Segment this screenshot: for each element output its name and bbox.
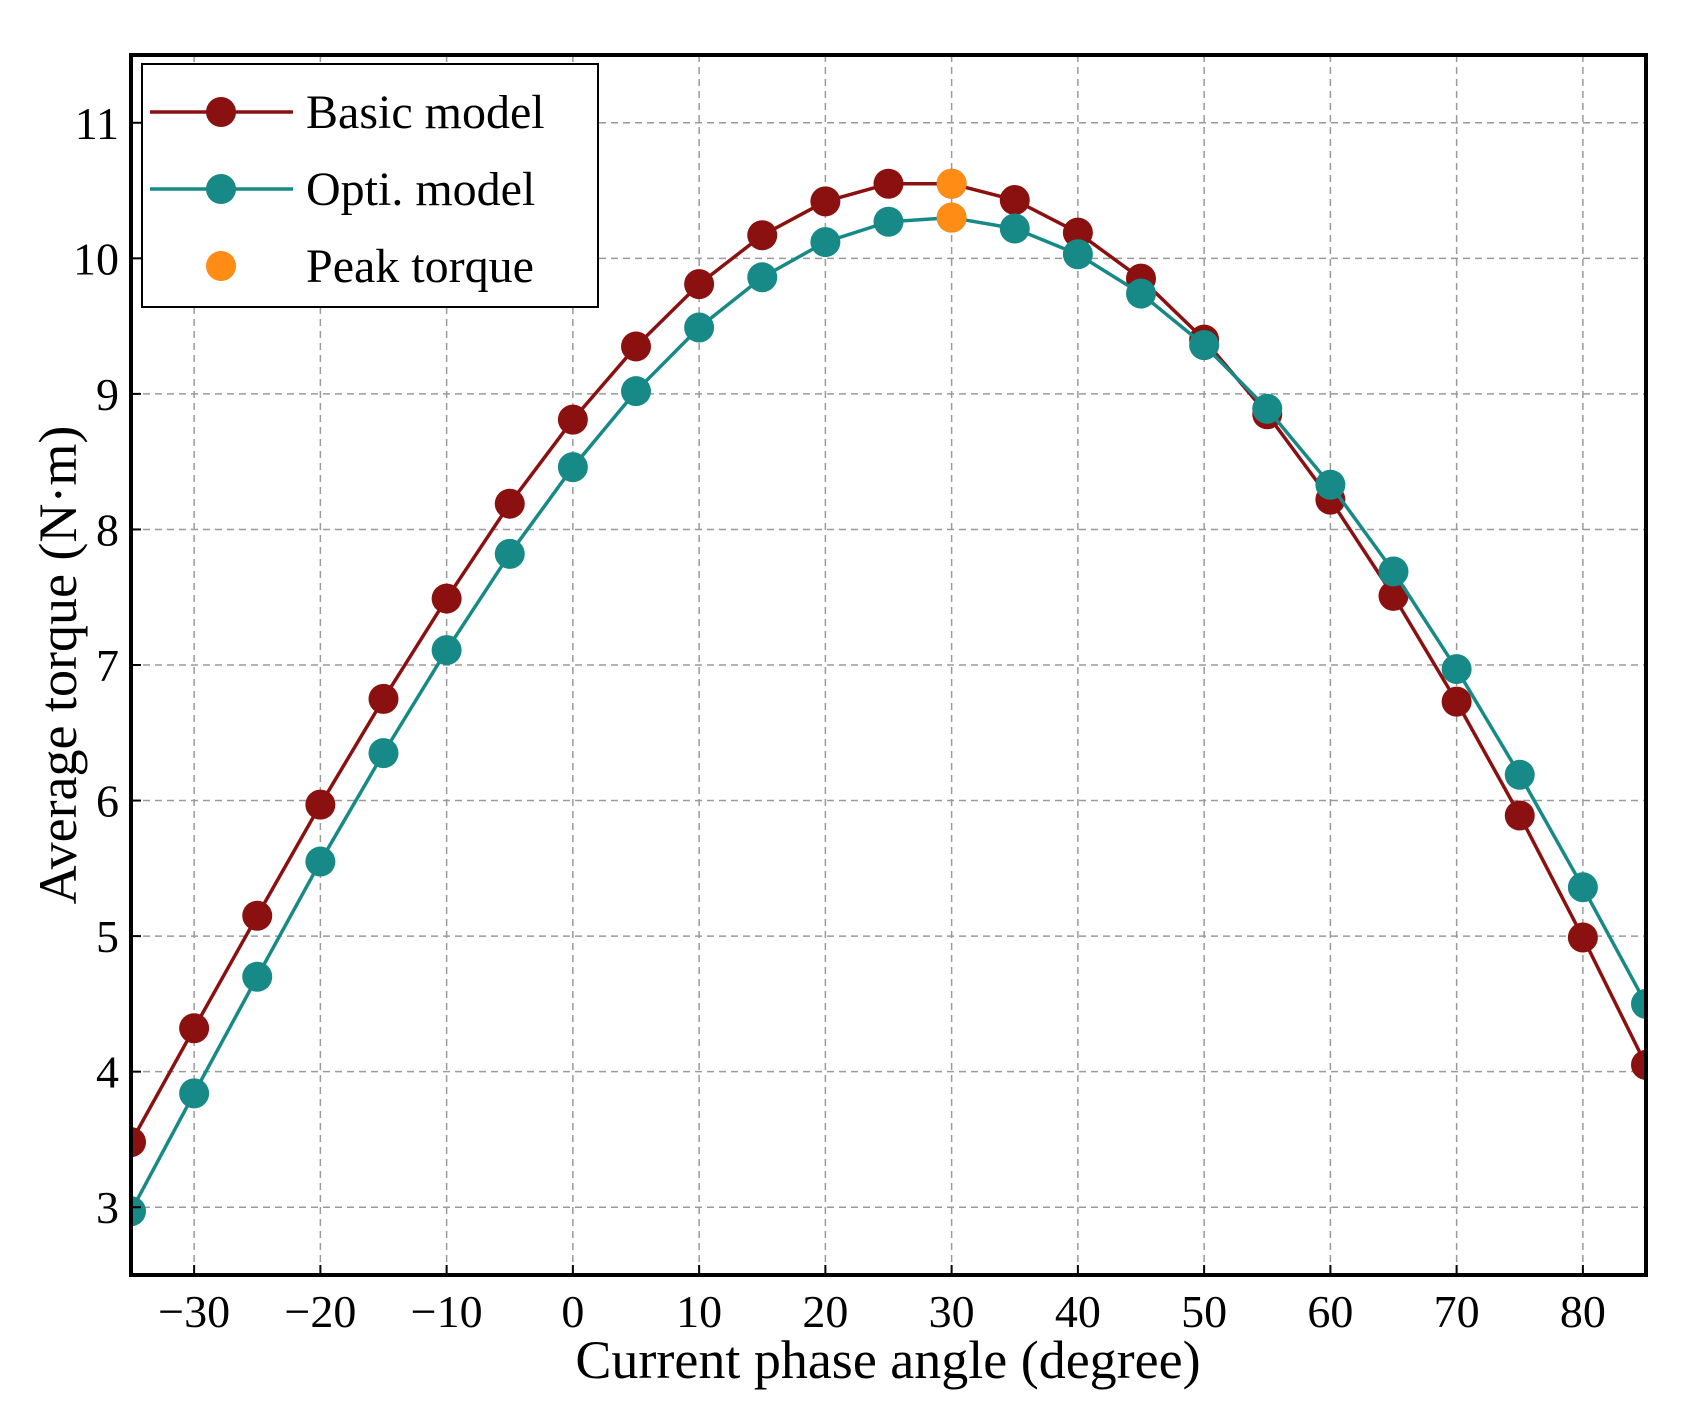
x-tick-label: −20 (284, 1286, 356, 1337)
x-axis-label: Current phase angle (degree) (575, 1330, 1200, 1390)
y-tick-label: 7 (96, 640, 119, 691)
peak-torque-marker (936, 168, 967, 199)
data-point-basic-model (305, 789, 336, 820)
data-point-opti-model (1126, 278, 1156, 309)
y-tick-label: 3 (96, 1182, 119, 1233)
data-point-basic-model (368, 683, 399, 714)
data-point-basic-model (494, 488, 525, 519)
x-tick-label: 0 (561, 1286, 584, 1337)
x-tick-label: 10 (676, 1286, 722, 1337)
y-tick-label: 9 (96, 369, 119, 420)
series-layer (131, 168, 1646, 1227)
data-point-basic-model (431, 583, 462, 614)
data-point-opti-model (305, 846, 336, 877)
x-tick-label: −30 (158, 1286, 230, 1337)
data-point-basic-model (1504, 800, 1535, 831)
data-point-basic-model (1567, 922, 1598, 953)
data-point-basic-model (810, 186, 841, 217)
y-tick-label: 4 (96, 1047, 119, 1098)
data-point-opti-model (810, 227, 841, 258)
data-point-opti-model (431, 635, 462, 666)
data-point-basic-model (557, 404, 588, 435)
data-point-opti-model (1062, 239, 1093, 270)
data-point-opti-model (621, 376, 651, 407)
y-tick-label: 5 (96, 911, 119, 962)
data-point-opti-model (999, 213, 1030, 244)
legend-label-opti-model: Opti. model (306, 163, 535, 216)
legend-label-peak-torque: Peak torque (306, 240, 534, 293)
x-tick-label: 40 (1055, 1286, 1101, 1337)
data-point-opti-model (494, 538, 525, 569)
y-tick-label: 11 (75, 98, 119, 149)
data-point-opti-model (873, 206, 904, 237)
x-tick-label: 60 (1307, 1286, 1353, 1337)
peak-torque-marker (936, 202, 967, 233)
x-tick-label: 50 (1181, 1286, 1227, 1337)
x-tick-label: −10 (411, 1286, 483, 1337)
x-tick-label: 30 (929, 1286, 975, 1337)
data-point-opti-model (1252, 393, 1283, 424)
data-point-opti-model (684, 312, 715, 343)
legend-label-basic-model: Basic model (306, 86, 545, 139)
data-point-opti-model (131, 1196, 146, 1227)
data-point-basic-model (684, 269, 715, 300)
data-point-opti-model (1504, 759, 1535, 790)
legend: Basic model Opti. model Peak torque (141, 63, 599, 308)
axis-ticks (131, 121, 1584, 1275)
data-point-basic-model (873, 168, 904, 199)
data-point-opti-model (1315, 469, 1346, 500)
data-point-opti-model (1631, 988, 1646, 1019)
data-point-opti-model (1441, 654, 1472, 685)
data-point-opti-model (1567, 872, 1598, 903)
data-point-opti-model (747, 262, 778, 293)
data-point-basic-model (242, 900, 273, 931)
data-point-basic-model (1631, 1049, 1646, 1080)
y-tick-label: 8 (96, 504, 119, 555)
data-point-basic-model (1062, 217, 1093, 248)
x-tick-label: 70 (1434, 1286, 1480, 1337)
data-point-opti-model (557, 452, 588, 483)
data-point-basic-model (131, 1127, 146, 1158)
x-tick-label: 80 (1560, 1286, 1606, 1337)
y-axis-label: Average torque (N·m) (28, 426, 88, 905)
data-point-basic-model (179, 1013, 210, 1044)
data-point-basic-model (621, 331, 651, 362)
data-point-basic-model (747, 220, 778, 251)
data-point-opti-model (179, 1078, 210, 1109)
data-point-opti-model (1189, 330, 1220, 361)
tick-labels: −30 −20 −10 0 10 20 30 40 50 60 70 80 3 4 5 6 7 8 9 10 11 (73, 98, 1606, 1337)
legend-marker-basic-model (206, 97, 236, 127)
x-tick-label: 20 (802, 1286, 848, 1337)
data-point-basic-model (1378, 580, 1409, 611)
legend-marker-opti-model (206, 174, 236, 204)
data-point-basic-model (1441, 686, 1472, 717)
legend-marker-peak-torque (206, 251, 236, 281)
data-point-opti-model (368, 738, 399, 769)
y-tick-label: 6 (96, 776, 119, 827)
data-point-opti-model (242, 961, 273, 992)
data-point-basic-model (999, 185, 1030, 216)
y-tick-label: 10 (73, 233, 119, 284)
data-point-opti-model (1378, 556, 1409, 587)
